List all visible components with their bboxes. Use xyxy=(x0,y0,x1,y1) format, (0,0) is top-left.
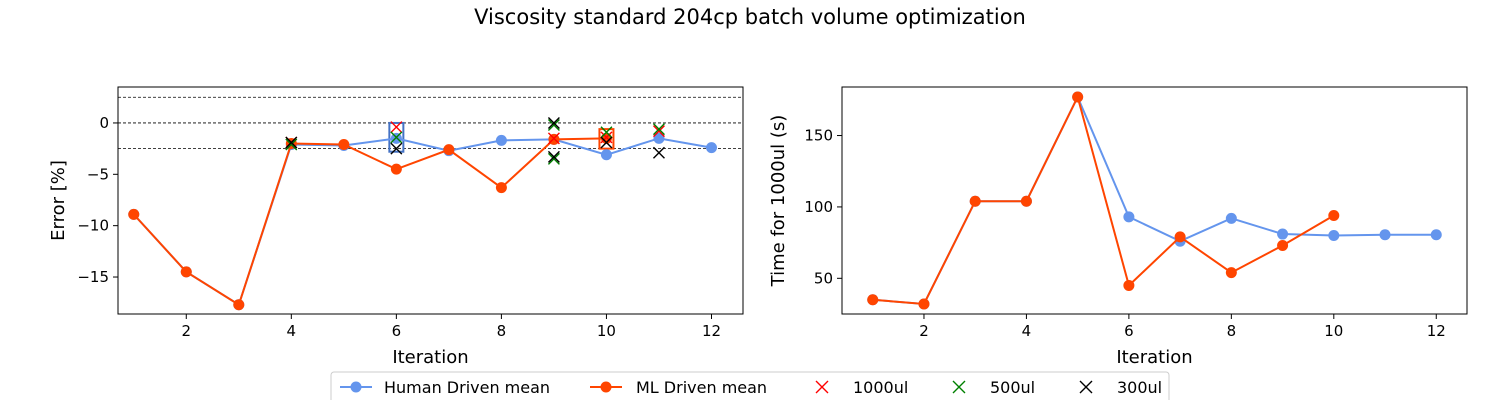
data-point-ml xyxy=(969,195,981,207)
y-axis-label: Time for 1000ul (s) xyxy=(768,115,789,288)
x-tick-label: 4 xyxy=(287,322,297,340)
error-panel: 2 4 6 8 10 12 −15 −10 −5 0 Iteration Error [%] xyxy=(48,86,744,368)
scatter-mark-500ul xyxy=(652,123,665,136)
scatter-mark-300ul xyxy=(600,136,613,149)
x-tick-label: 2 xyxy=(919,322,929,340)
legend-frame xyxy=(330,371,1170,400)
scatter-mark-500ul xyxy=(600,126,613,139)
data-point-human xyxy=(1328,229,1340,241)
y-tick-label: −15 xyxy=(77,268,109,286)
scatter-mark-300ul xyxy=(285,136,298,149)
data-point-ml xyxy=(233,299,245,311)
data-point-ml xyxy=(1225,267,1237,279)
data-point-ml xyxy=(495,182,507,194)
x-tick-label: 8 xyxy=(1227,322,1237,340)
x-tick-label: 6 xyxy=(392,322,402,340)
plot-frame xyxy=(117,86,744,315)
scatter-mark-500ul xyxy=(285,138,298,151)
series-line-human xyxy=(133,137,712,307)
data-point-ml xyxy=(338,139,350,151)
x-tick-label: 4 xyxy=(1022,322,1032,340)
data-point-ml xyxy=(918,298,930,310)
legend-label: 300ul xyxy=(1117,378,1162,397)
scatter-mark-500ul xyxy=(390,131,403,144)
data-point-human xyxy=(390,132,402,144)
x-tick-label: 6 xyxy=(1124,322,1134,340)
scatter-mark-500ul xyxy=(547,119,560,131)
data-point-human xyxy=(1277,228,1289,240)
data-point-human xyxy=(1430,229,1442,241)
scatter-mark-300ul xyxy=(547,116,560,129)
data-point-ml xyxy=(1277,239,1289,251)
data-point-ml xyxy=(443,144,455,156)
x-axis-label: Iteration xyxy=(1116,347,1192,368)
x-tick-label: 8 xyxy=(497,322,507,340)
legend-label: ML Driven mean xyxy=(636,378,767,397)
data-point-ml xyxy=(1020,195,1032,207)
x-tick-label: 10 xyxy=(1324,322,1343,340)
legend-marker xyxy=(600,381,612,393)
highlight-box xyxy=(388,121,405,153)
scatter-mark-300ul xyxy=(547,150,560,163)
x-tick-label: 12 xyxy=(702,322,721,340)
y-axis-label: Error [%] xyxy=(48,160,69,241)
legend-marker xyxy=(815,380,829,394)
series-line-human xyxy=(872,94,1437,306)
data-point-human xyxy=(1123,211,1135,223)
legend-marker xyxy=(350,381,362,393)
data-point-ml xyxy=(128,208,140,220)
data-point-ml xyxy=(285,137,297,149)
x-axis-label: Iteration xyxy=(392,347,468,368)
scatter-mark-300ul xyxy=(652,146,665,159)
scatter-mark-1000ul xyxy=(600,131,613,144)
legend: Human Driven mean ML Driven mean 1000ul 500… xyxy=(330,371,1170,400)
y-tick-label: 50 xyxy=(814,269,833,287)
scatter-mark-1000ul xyxy=(547,132,560,145)
scatter-mark-1000ul xyxy=(390,121,403,134)
plot-frame xyxy=(841,86,1468,315)
data-point-ml xyxy=(1328,209,1340,221)
legend-label: 500ul xyxy=(990,378,1035,397)
y-tick-label: 0 xyxy=(99,114,109,132)
scatter-mark-300ul xyxy=(390,142,403,155)
series-line-ml xyxy=(133,137,607,307)
data-point-human xyxy=(495,134,507,146)
data-point-human xyxy=(705,142,717,154)
x-tick-label: 2 xyxy=(182,322,192,340)
data-point-human xyxy=(1379,229,1391,241)
scatter-mark-1000ul xyxy=(652,125,665,138)
data-point-human xyxy=(1225,212,1237,224)
legend-label: Human Driven mean xyxy=(384,378,550,397)
y-tick-label: 150 xyxy=(804,127,833,145)
data-point-ml xyxy=(1174,231,1186,243)
data-point-human xyxy=(600,149,612,161)
data-point-ml xyxy=(1123,279,1135,291)
scatter-mark-500ul xyxy=(547,152,560,165)
series-line-ml xyxy=(872,94,1335,306)
legend-label: 1000ul xyxy=(853,378,908,397)
data-point-human xyxy=(653,132,665,144)
data-point-ml xyxy=(390,163,402,175)
figure-title: Viscosity standard 204cp batch volume op… xyxy=(474,5,1026,29)
y-tick-label: −10 xyxy=(77,217,109,235)
y-tick-label: 100 xyxy=(804,198,833,216)
legend-marker xyxy=(952,380,966,394)
data-point-ml xyxy=(867,294,879,306)
legend-marker xyxy=(1079,380,1093,394)
y-tick-label: −5 xyxy=(87,165,109,183)
time-panel: 2 4 6 8 10 12 50 100 150 Iteration Time for 1000ul… xyxy=(768,86,1468,368)
x-tick-label: 10 xyxy=(597,322,616,340)
data-point-ml xyxy=(548,133,560,145)
data-point-ml xyxy=(180,266,192,278)
x-tick-label: 12 xyxy=(1427,322,1446,340)
data-point-ml xyxy=(1072,91,1084,103)
